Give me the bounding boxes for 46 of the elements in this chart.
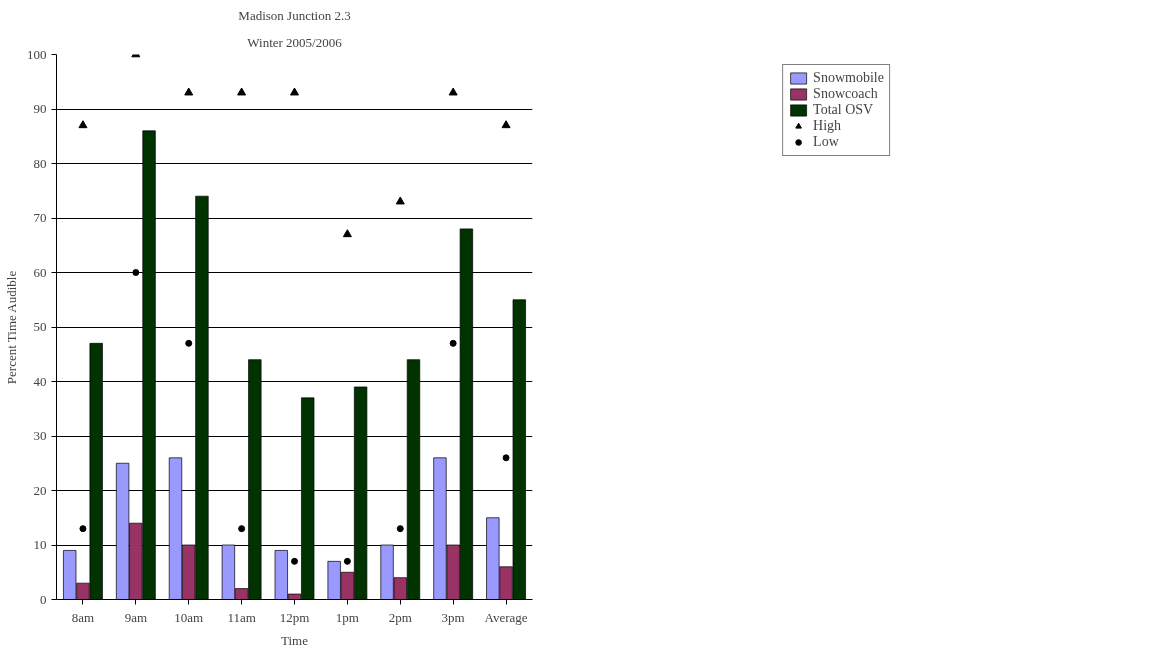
x-tick-label: 2pm [388,609,412,625]
y-tick-label: 20 [33,482,47,498]
point [184,87,194,96]
point [185,339,193,347]
point [132,269,140,276]
point [343,557,351,565]
point [79,525,87,533]
y-tick-label: 60 [33,264,47,280]
y-tick-label: 30 [33,428,47,443]
y-tick-label: 50 [33,319,47,334]
point [396,525,404,533]
y-tick-label: 70 [33,210,47,225]
chart-title: Madison Junction 2.3 [238,7,351,23]
x-tick-label: 3pm [441,609,465,625]
point [238,525,246,533]
x-tick-label: 9am [124,609,148,625]
x-axis-title: Time [281,632,309,648]
point [395,196,405,205]
point [237,87,247,96]
point [291,557,298,565]
y-tick-label: 80 [33,155,47,171]
y-tick-label: 0 [40,591,47,607]
legend-label: Snowcoach [813,86,878,102]
point [449,339,457,347]
x-tick-label: Average [484,609,528,625]
x-tick-label: 8am [71,609,95,625]
y-tick-label: 10 [33,537,47,552]
point [342,229,352,238]
legend-label: Total OSV [813,102,874,118]
x-tick-label: 11am [227,609,256,625]
legend-label: Low [813,134,839,150]
point [502,454,510,462]
point [78,120,88,129]
y-tick-label: 90 [33,101,47,116]
chart-subtitle: Winter 2005/2006 [247,34,343,50]
point [501,120,511,129]
point [290,87,299,96]
y-tick-label: 40 [33,373,47,389]
point [448,87,458,96]
legend-label: Snowmobile [813,70,884,86]
y-tick-label: 100 [27,46,47,62]
x-tick-label: 1pm [335,609,359,625]
legend-label: High [813,118,842,134]
x-tick-label: 12pm [279,609,310,625]
y-axis-title: Percent Time Audible [4,270,19,385]
x-tick-label: 10am [174,609,204,625]
